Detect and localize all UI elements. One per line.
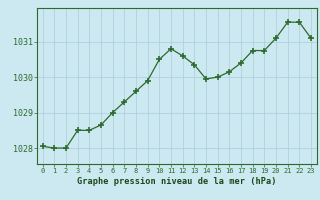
X-axis label: Graphe pression niveau de la mer (hPa): Graphe pression niveau de la mer (hPa)	[77, 177, 276, 186]
